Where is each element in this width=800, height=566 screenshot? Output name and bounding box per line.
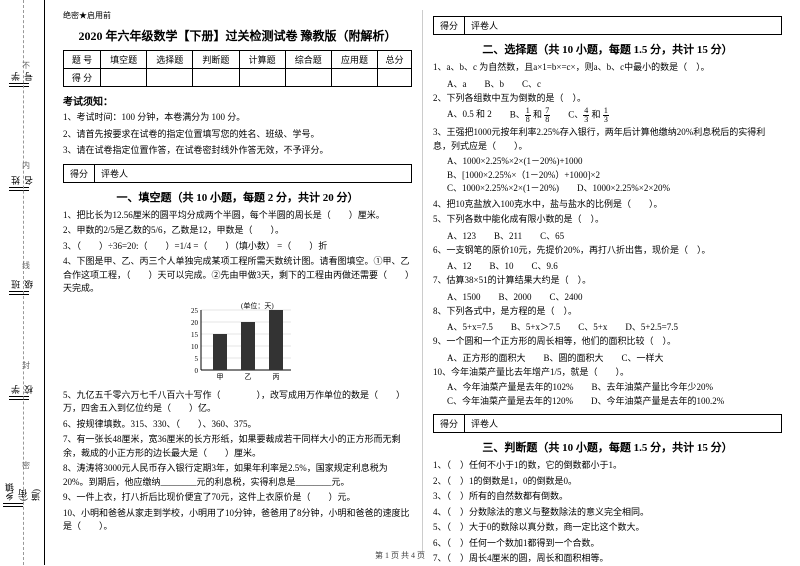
svg-text:5: 5 — [194, 355, 198, 363]
page-footer: 第 1 页 共 4 页 — [0, 550, 800, 561]
bar-chart: 25 20 15 10 5 0 (单位：天) 甲 乙 丙 — [173, 300, 303, 385]
margin-field-town: 乡镇(街道) — [3, 481, 42, 501]
question: 7、有一张长48厘米，宽36厘米的长方形纸，如果要裁成若干同样大小的正方形而无剩… — [63, 433, 412, 460]
question: 6、（ ）任何一个数加1都得到一个合数。 — [433, 537, 782, 551]
score-table: 题 号填空题选择题判断题计算题综合题应用题总分 得 分 — [63, 50, 412, 87]
option: C、今年油菜产量是去年的120% D、今年油菜产量是去年的100.2% — [433, 395, 782, 409]
question: 7、估算38×51的计算结果大约是（ ）。 — [433, 274, 782, 288]
svg-text:丙: 丙 — [272, 373, 279, 381]
question: 8、下列各式中，是方程的是（ ）。 — [433, 305, 782, 319]
question: 4、下图是甲、乙、丙三个人单独完成某项工程所需天数统计图。请看图填空。①甲、乙合… — [63, 255, 412, 296]
margin-field-id: 学号 — [9, 64, 35, 81]
section2-title: 二、选择题（共 10 小题，每题 1.5 分，共计 15 分） — [433, 41, 782, 57]
grader-label: 评卷人 — [465, 17, 781, 34]
svg-text:10: 10 — [191, 343, 199, 351]
scorer-box: 得分评卷人 — [63, 164, 412, 183]
notice-item: 1、考试时间：100 分钟，本卷满分为 100 分。 — [63, 111, 412, 125]
option: C、1000×2.25%×2×(1－20%) D、1000×2.25%×2×20… — [433, 182, 782, 196]
seal-char: 封 — [22, 360, 30, 371]
svg-text:20: 20 — [191, 319, 199, 327]
svg-text:25: 25 — [191, 307, 199, 315]
question: 1、把比长为12.56厘米的圆平均分成两个半圆，每个半圆的周长是（ ）厘米。 — [63, 209, 412, 223]
question: 1、a、b、c 为自然数，且a×1=b×=c×，则a、b、c中最小的数是（ ）。 — [433, 61, 782, 75]
options: A、1500B、2000C、2400 — [433, 290, 782, 303]
score-label: 得分 — [434, 415, 465, 432]
question: 10、小明和爸爸从家走到学校，小明用了10分钟，爸爸用了8分钟，小明和爸爸的速度… — [63, 507, 412, 534]
table-row: 题 号填空题选择题判断题计算题综合题应用题总分 — [64, 51, 412, 69]
question: 9、一个圆和一个正方形的周长相等，他们的面积比较（ ）。 — [433, 335, 782, 349]
options: A、aB、bC、c — [433, 77, 782, 90]
seal-char: 线 — [22, 260, 30, 271]
svg-text:甲: 甲 — [216, 373, 223, 381]
margin-field-class: 班级 — [9, 272, 35, 289]
svg-text:15: 15 — [191, 331, 199, 339]
secret-label: 绝密★启用前 — [63, 10, 412, 21]
exam-title: 2020 年六年级数学【下册】过关检测试卷 豫教版（附解析） — [63, 27, 412, 44]
question: 3、（ ）所有的自然数都有倒数。 — [433, 490, 782, 504]
question: 2、（ ）1的倒数是1，0的倒数是0。 — [433, 475, 782, 489]
option: A、今年油菜产量是去年的102% B、去年油菜产量比今年少20% — [433, 381, 782, 395]
option: B、[1000×2.25%×（1－20%）+1000]×2 — [433, 169, 782, 183]
options: A、5+x=7.5B、5+x＞7.5C、5+xD、5+2.5=7.5 — [433, 320, 782, 333]
question: 8、涛涛将3000元人民币存入银行定期3年，如果年利率是2.5%，国家规定利息税… — [63, 462, 412, 489]
question: 2、甲数的2/5是乙数的5/6，乙数是12，甲数是（ ）。 — [63, 224, 412, 238]
section3-title: 三、判断题（共 10 小题，每题 1.5 分，共计 15 分） — [433, 439, 782, 455]
notice-item: 2、请首先按要求在试卷的指定位置填写您的姓名、班级、学号。 — [63, 128, 412, 142]
svg-text:(单位：天): (单位：天) — [241, 301, 274, 310]
options: A、0.5 和 2 B、18 和 78 C、43 和 13 — [433, 107, 782, 124]
question: 3、（ ）÷36=20:（ ）=1/4 =（ ）（填小数） =（ ）折 — [63, 240, 412, 254]
question: 5、九亿五千零六万七千八百六十写作（ ），改写成用万作单位的数是（ ）万，四舍五… — [63, 389, 412, 416]
question: 4、（ ）分数除法的意义与整数除法的意义完全相同。 — [433, 506, 782, 520]
scorer-box: 得分评卷人 — [433, 414, 782, 433]
question: 5、下列各数中能化成有限小数的是（ ）。 — [433, 213, 782, 227]
notice-head: 考试须知： — [63, 93, 412, 108]
seal-char: 密 — [22, 460, 30, 471]
section1-title: 一、填空题（共 10 小题，每题 2 分，共计 20 分） — [63, 189, 412, 205]
options: A、正方形的面积大B、圆的面积大C、一样大 — [433, 351, 782, 364]
question: 1、（ ）任何不小于1的数，它的倒数都小于1。 — [433, 459, 782, 473]
svg-text:乙: 乙 — [244, 373, 251, 381]
options: A、123B、211C、65 — [433, 229, 782, 242]
grader-label: 评卷人 — [95, 165, 411, 182]
question: 5、（ ）大于0的数除以真分数，商一定比这个数大。 — [433, 521, 782, 535]
question: 2、下列各组数中互为倒数的是（ ）。 — [433, 92, 782, 106]
question: 3、王强把1000元按年利率2.25%存入银行，两年后计算他缴纳20%利息税后的… — [433, 126, 782, 153]
grader-label: 评卷人 — [465, 415, 781, 432]
score-label: 得分 — [64, 165, 95, 182]
question: 9、一件上衣，打八折后比现价便宜了70元，这件上衣原价是（ ）元。 — [63, 491, 412, 505]
score-label: 得分 — [434, 17, 465, 34]
notice-item: 3、请在试卷指定位置作答，在试卷密封线外作答无效，不予评分。 — [63, 144, 412, 158]
question: 6、按规律填数。315、330、（ ）、360、375。 — [63, 418, 412, 432]
table-row: 得 分 — [64, 69, 412, 87]
margin-field-school: 学校 — [9, 377, 35, 394]
option: A、1000×2.25%×2×(1－20%)+1000 — [433, 155, 782, 169]
question: 4、把10克盐放入100克水中，盐与盐水的比例是（ ）。 — [433, 198, 782, 212]
margin-field-name: 姓名 — [9, 168, 35, 185]
question: 10、今年油菜产量比去年增产1/5，就是（ ）。 — [433, 366, 782, 380]
svg-text:0: 0 — [194, 367, 198, 375]
scorer-box: 得分评卷人 — [433, 16, 782, 35]
options: A、12B、10C、9.6 — [433, 259, 782, 272]
question: 6、一支钢笔的原价10元，先提价20%，再打八折出售，现价是（ ）。 — [433, 244, 782, 258]
